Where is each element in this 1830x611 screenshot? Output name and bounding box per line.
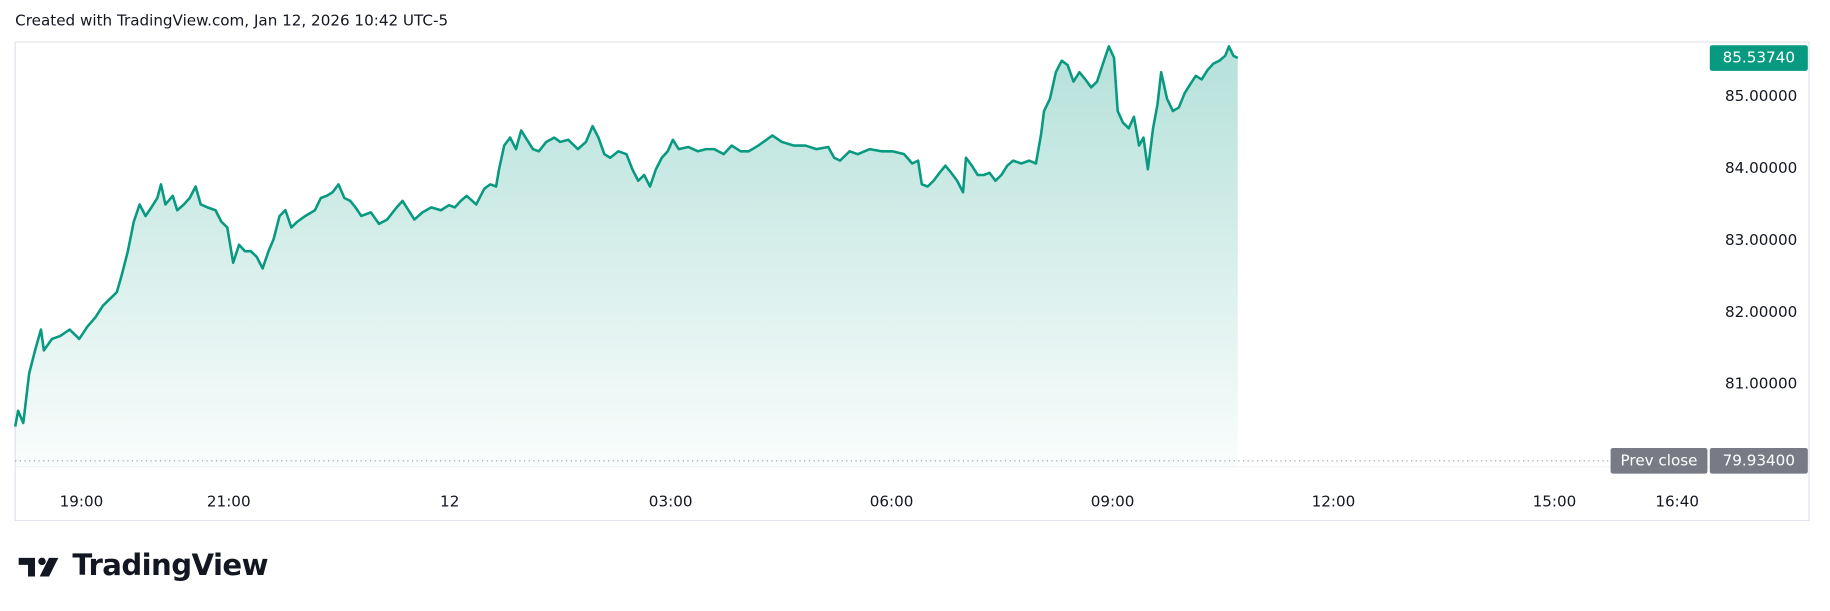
y-tick-label: 83.00000 <box>1725 231 1797 249</box>
prev-close-tag <box>1610 447 1708 474</box>
prev-close-name: Prev close <box>1621 451 1698 469</box>
x-tick-label: 19:00 <box>60 492 104 510</box>
x-tick-label: 15:00 <box>1533 492 1577 510</box>
x-tick-label: 09:00 <box>1091 492 1135 510</box>
x-tick-label: 16:40 <box>1655 492 1699 510</box>
y-tick-label: 82.00000 <box>1725 303 1797 321</box>
area-fill <box>15 46 1238 467</box>
x-tick-label: 12 <box>440 492 459 510</box>
chart-frame <box>14 41 1810 522</box>
x-tick-label: 06:00 <box>870 492 914 510</box>
x-tick-label: 12:00 <box>1312 492 1356 510</box>
brand-name: TradingView <box>72 548 268 582</box>
last-price-label: 85.53740 <box>1723 49 1795 67</box>
prev-close-value-tag <box>1709 447 1808 474</box>
price-line <box>13 45 1239 427</box>
header: Created with TradingView.com, Jan 12, 20… <box>15 12 448 30</box>
prev-close-value: 79.93400 <box>1723 451 1795 469</box>
y-tick-label: 84.00000 <box>1725 159 1797 177</box>
y-tick-label: 81.00000 <box>1725 375 1797 393</box>
brand-logo: TradingView <box>18 548 269 582</box>
last-price-tag <box>1709 45 1808 71</box>
x-tick-label: 03:00 <box>649 492 693 510</box>
y-tick-label: 85.00000 <box>1725 87 1797 105</box>
plot: 81.00000 82.00000 83.00000 84.00000 85.00000… <box>13 45 1808 510</box>
x-tick-label: 21:00 <box>207 492 251 510</box>
